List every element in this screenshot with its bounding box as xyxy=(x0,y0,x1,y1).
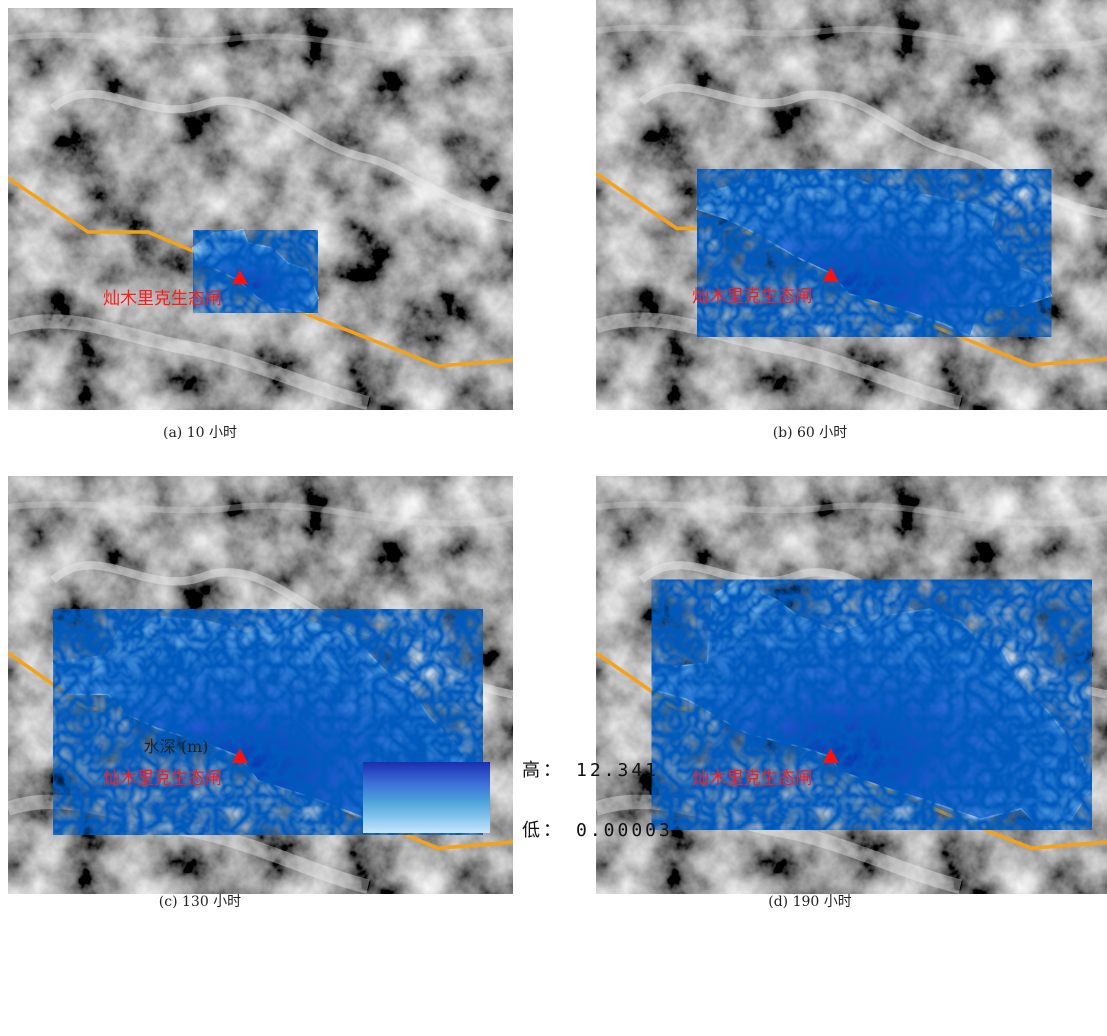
map-content: 灿木里克生态闸 xyxy=(596,0,1107,410)
site-label: 灿木里克生态闸 xyxy=(692,287,812,307)
legend-low-value: 0.00003 xyxy=(576,820,673,841)
map-content: 灿木里克生态闸 xyxy=(8,8,513,410)
site-label: 灿木里克生态闸 xyxy=(103,768,222,788)
figure: 灿木里克生态闸灿木里克生态闸灿木里克生态闸灿木里克生态闸 水深 (m) 高： 1… xyxy=(0,0,1107,1036)
legend-title: 水深 (m) xyxy=(144,737,209,756)
legend-color-ramp xyxy=(363,762,490,833)
site-label: 灿木里克生态闸 xyxy=(692,769,812,789)
terrain-image xyxy=(8,8,513,410)
panel-caption: (a) 10 小时 xyxy=(163,425,237,441)
panel-caption: (c) 130 小时 xyxy=(159,894,241,910)
site-label: 灿木里克生态闸 xyxy=(103,289,222,309)
legend-high-value: 12.341 xyxy=(576,760,659,781)
panel-caption: (b) 60 小时 xyxy=(773,425,848,441)
map-panel: 灿木里克生态闸 xyxy=(596,0,1107,410)
panel-caption: (d) 190 小时 xyxy=(768,894,852,910)
legend-low-label: 低： xyxy=(522,820,564,841)
map-panel: 灿木里克生态闸 xyxy=(8,8,513,410)
legend-high-label: 高： xyxy=(522,760,564,781)
